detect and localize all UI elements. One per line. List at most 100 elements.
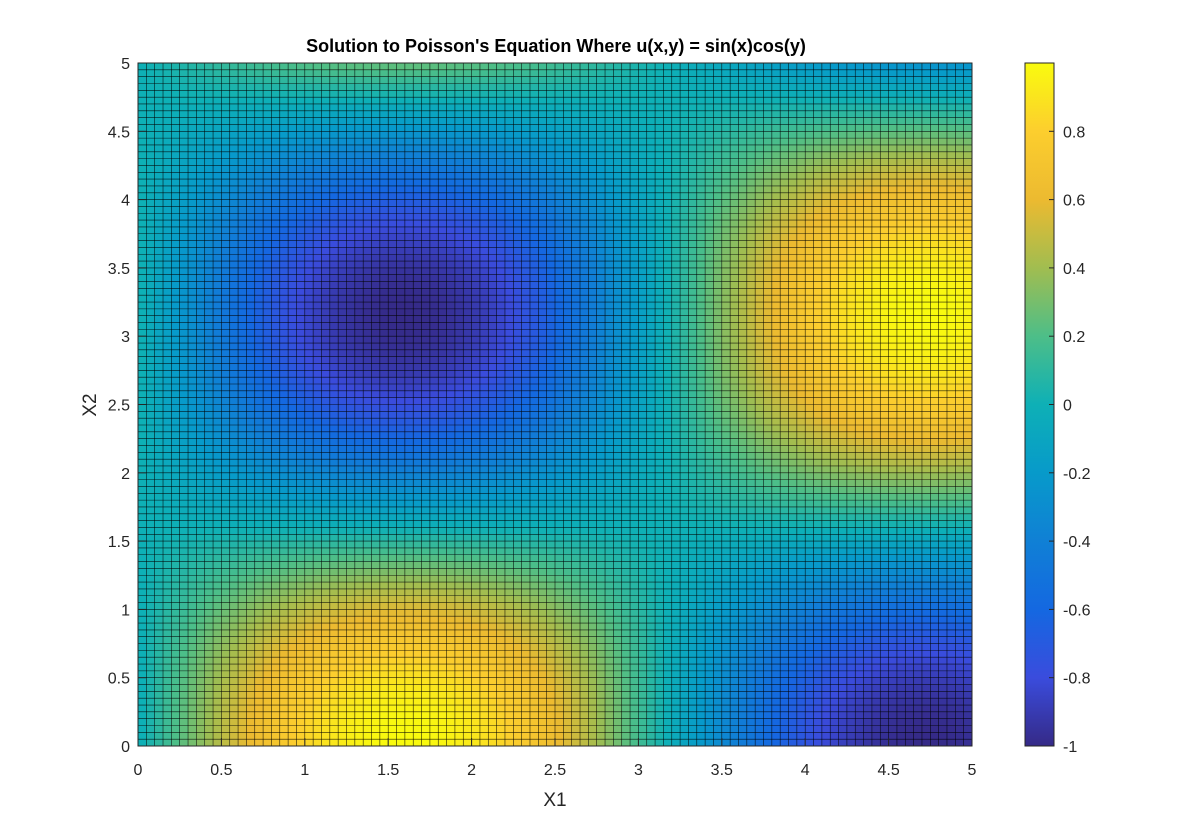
heatmap-cell (621, 623, 631, 631)
heatmap-cell (504, 431, 514, 440)
heatmap-cell (621, 534, 631, 542)
heatmap-cell (696, 459, 706, 467)
heatmap-cell (346, 506, 356, 515)
heatmap-cell (738, 547, 748, 556)
heatmap-cell (379, 465, 389, 474)
heatmap-cell (329, 677, 339, 685)
heatmap-cell (479, 650, 489, 658)
heatmap-cell (246, 664, 256, 672)
heatmap-cell (221, 472, 231, 481)
heatmap-cell (313, 459, 322, 467)
heatmap-cell (446, 595, 456, 603)
heatmap-cell (254, 431, 264, 440)
heatmap-cell (396, 513, 406, 522)
heatmap-cell (596, 520, 606, 528)
heatmap-cell (371, 643, 381, 651)
heatmap-cell (646, 575, 656, 583)
heatmap-cell (788, 588, 798, 597)
heatmap-cell (538, 554, 548, 562)
heatmap-cell (955, 431, 965, 440)
heatmap-cell (805, 411, 814, 419)
heatmap-cell (963, 411, 973, 419)
heatmap-cell (963, 623, 973, 631)
heatmap-cell (354, 588, 364, 597)
heatmap-cell (288, 568, 297, 576)
heatmap-cell (621, 609, 631, 617)
heatmap-cell (738, 684, 748, 692)
heatmap-cell (446, 452, 456, 460)
heatmap-cell (788, 629, 798, 638)
heatmap-cell (271, 691, 281, 699)
heatmap-cell (930, 513, 940, 522)
heatmap-cell (196, 554, 206, 562)
heatmap-cell (688, 595, 698, 603)
heatmap-cell (371, 404, 381, 412)
heatmap-cell (563, 657, 573, 665)
heatmap-cell (588, 431, 598, 440)
heatmap-cell (880, 479, 889, 487)
heatmap-cell (329, 718, 339, 726)
heatmap-cell (179, 541, 189, 549)
heatmap-cell (521, 459, 531, 467)
heatmap-cell (771, 438, 781, 446)
heatmap-cell (838, 739, 848, 747)
heatmap-cell (363, 554, 372, 562)
heatmap-cell (805, 636, 814, 644)
heatmap-cell (913, 418, 923, 426)
heatmap-cell (288, 718, 297, 726)
heatmap-cell (580, 547, 589, 556)
heatmap-cell (780, 629, 789, 638)
heatmap-cell (613, 520, 623, 528)
heatmap-cell (479, 534, 489, 542)
heatmap-cell (580, 629, 589, 638)
heatmap-cell (338, 650, 347, 658)
heatmap-cell (421, 650, 431, 658)
heatmap-cell (696, 445, 706, 453)
heatmap-cell (821, 616, 831, 624)
heatmap-cell (896, 418, 906, 426)
heatmap-cell (555, 623, 564, 631)
heatmap-cell (646, 541, 656, 549)
heatmap-cell (488, 513, 498, 522)
heatmap-cell (863, 472, 873, 481)
heatmap-cell (613, 541, 623, 549)
heatmap-cell (738, 670, 748, 679)
heatmap-cell (888, 643, 898, 651)
heatmap-cell (188, 568, 197, 576)
heatmap-cell (555, 438, 564, 446)
heatmap-cell (479, 616, 489, 624)
heatmap-cell (913, 582, 923, 590)
heatmap-cell (463, 711, 472, 720)
heatmap-cell (396, 657, 406, 665)
heatmap-cell (429, 739, 439, 747)
heatmap-cell (605, 534, 614, 542)
heatmap-cell (930, 595, 940, 603)
heatmap-cell (888, 582, 898, 590)
heatmap-cell (880, 459, 889, 467)
heatmap-cell (254, 650, 264, 658)
heatmap-cell (746, 725, 756, 733)
heatmap-cell (546, 445, 556, 453)
heatmap-cell (346, 595, 356, 603)
heatmap-cell (471, 424, 481, 433)
heatmap-cell (738, 636, 748, 644)
heatmap-cell (354, 575, 364, 583)
heatmap-cell (813, 459, 823, 467)
heatmap-cell (863, 705, 873, 713)
heatmap-cell (855, 547, 864, 556)
heatmap-cell (780, 588, 789, 597)
heatmap-cell (413, 588, 422, 597)
heatmap-cell (855, 582, 864, 590)
heatmap-cell (429, 643, 439, 651)
heatmap-cell (813, 452, 823, 460)
heatmap-cell (496, 411, 506, 419)
heatmap-cell (179, 698, 189, 706)
heatmap-cell (730, 623, 739, 631)
heatmap-cell (863, 650, 873, 658)
heatmap-cell (404, 459, 414, 467)
heatmap-cell (555, 657, 564, 665)
heatmap-cell (730, 575, 739, 583)
heatmap-cell (371, 472, 381, 481)
heatmap-cell (555, 636, 564, 644)
heatmap-cell (438, 602, 447, 610)
